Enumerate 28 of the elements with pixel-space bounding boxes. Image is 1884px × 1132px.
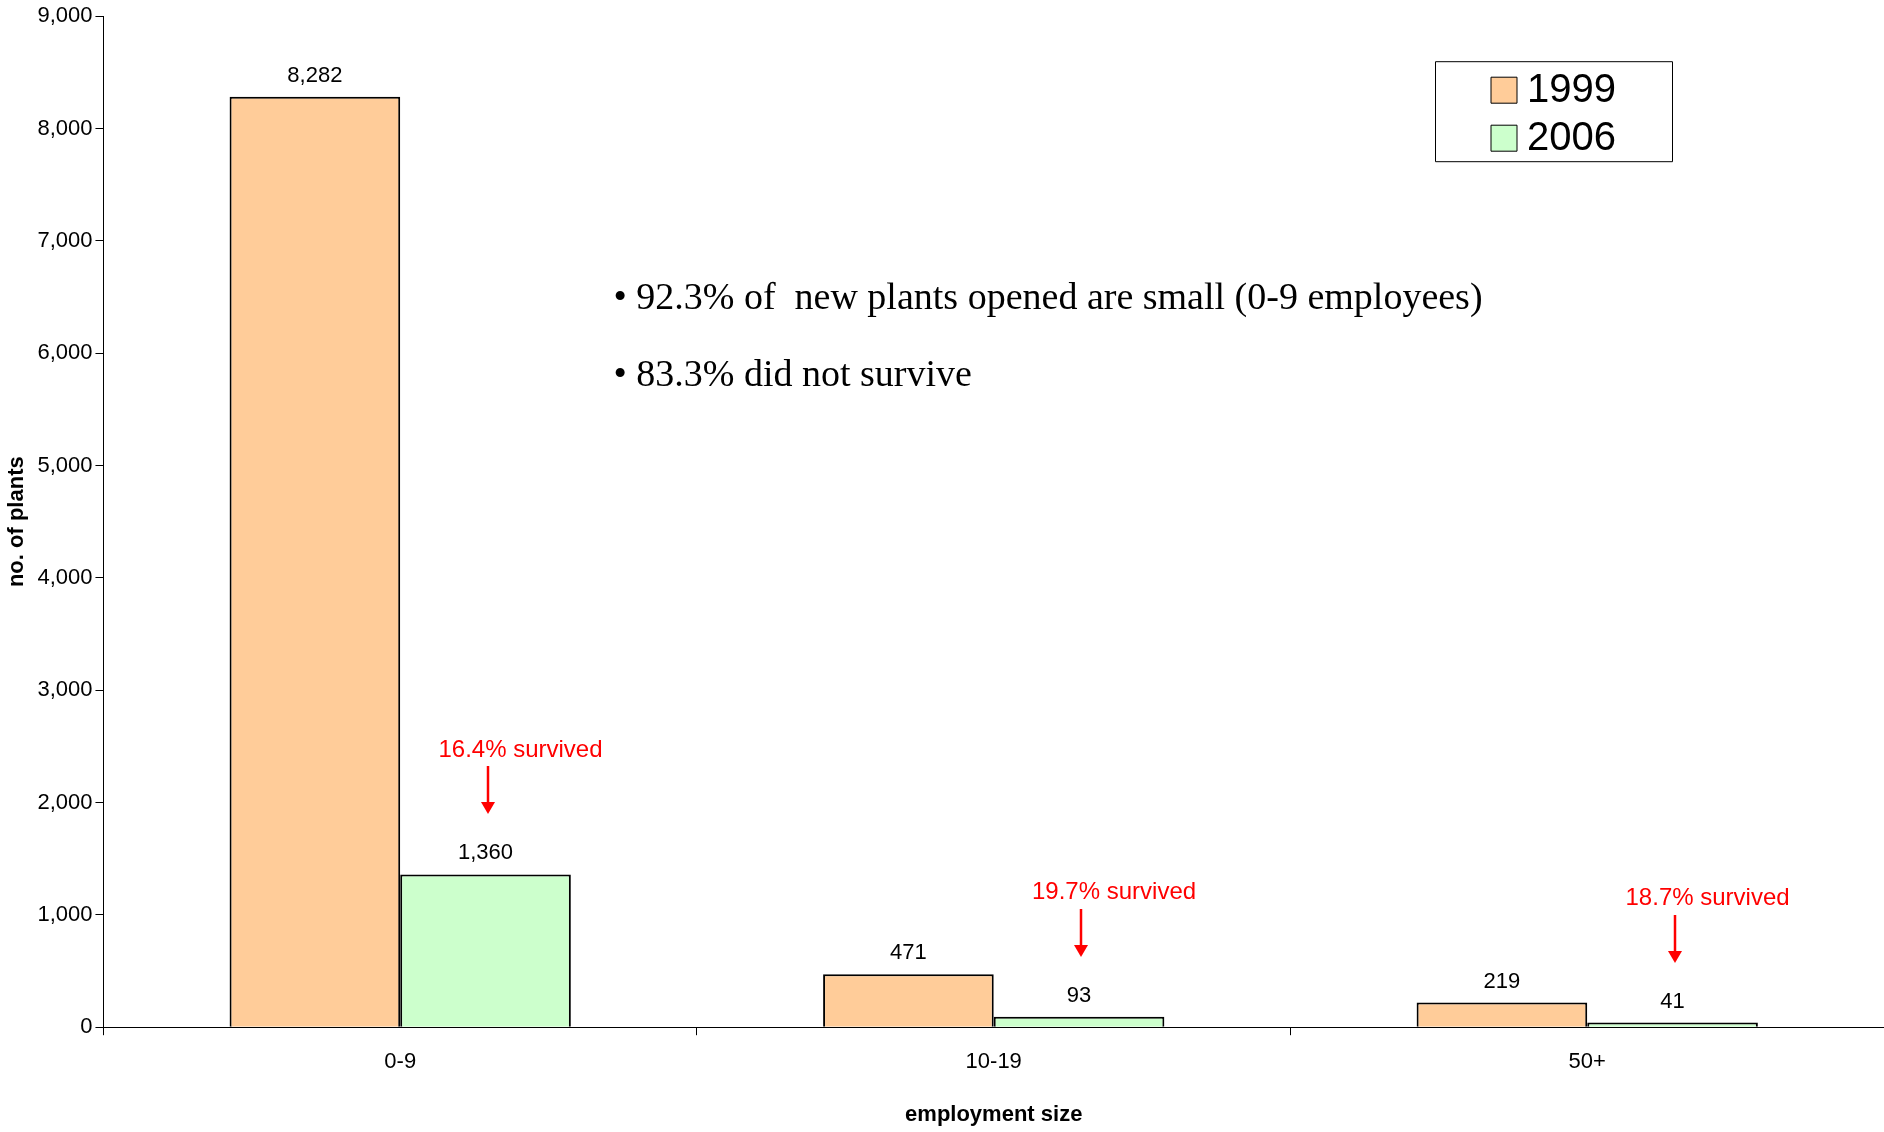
- legend-label: 1999: [1527, 66, 1616, 111]
- y-tick-label: 9,000: [37, 2, 93, 28]
- annotation: 16.4% survived: [438, 735, 603, 763]
- annotation: • 92.3% of new plants opened are small (0-9 employees): [613, 275, 1483, 319]
- y-tick-label: 7,000: [37, 226, 93, 252]
- y-tick-label: 4,000: [37, 563, 93, 589]
- annotation: • 83.3% did not survive: [613, 352, 972, 395]
- text: 8,282: [287, 61, 343, 87]
- text: 93: [1066, 981, 1092, 1007]
- x-tick-label: 10-19: [965, 1048, 1022, 1074]
- annotation: 18.7% survived: [1625, 883, 1790, 911]
- annotation: 19.7% survived: [1032, 877, 1197, 905]
- x-tick-label: 50+: [1568, 1048, 1606, 1074]
- legend-label: 2006: [1527, 114, 1616, 159]
- y-tick-label: 5,000: [37, 451, 93, 477]
- text: 219: [1483, 967, 1521, 993]
- y-axis-title: no. of plants: [3, 456, 29, 588]
- y-tick-label: 6,000: [37, 339, 93, 365]
- y-tick-label: 1,000: [37, 900, 93, 926]
- text: 471: [890, 939, 927, 965]
- y-tick-label: 0: [80, 1013, 93, 1039]
- y-tick-label: 8,000: [37, 114, 93, 140]
- text: 1,360: [458, 839, 514, 865]
- text: 41: [1660, 987, 1685, 1013]
- x-tick-label: 0-9: [384, 1048, 417, 1074]
- y-tick-label: 3,000: [37, 676, 93, 702]
- x-axis-title: employment size: [905, 1100, 1083, 1126]
- y-tick-label: 2,000: [37, 788, 93, 814]
